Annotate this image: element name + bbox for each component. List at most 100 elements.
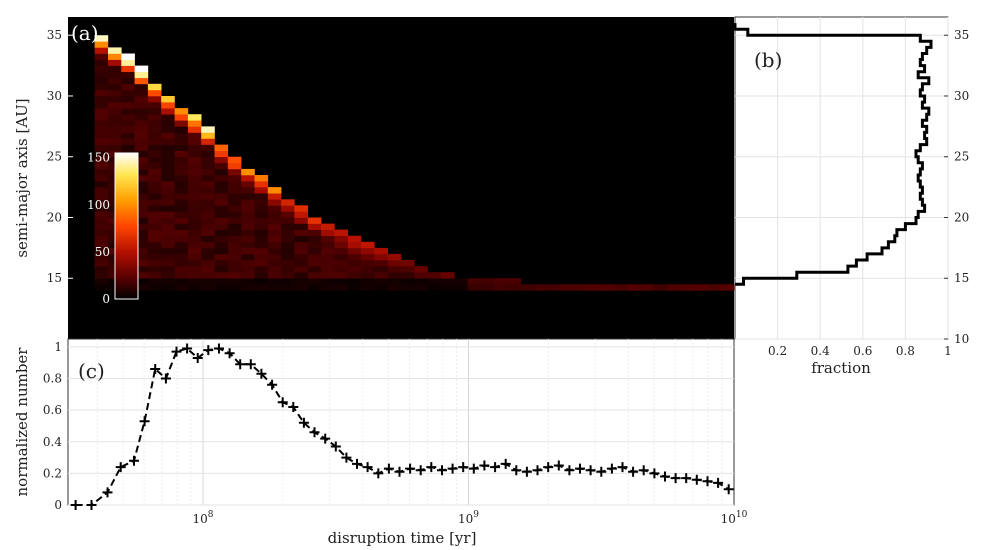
heatmap-cell: [494, 284, 508, 291]
heatmap-cell: [201, 181, 215, 188]
heatmap-y-tick-label: 25: [47, 150, 62, 164]
heatmap-cell: [147, 205, 162, 212]
heatmap-cell: [94, 120, 109, 127]
colorbar-ticks: 0 50 100 150: [87, 151, 110, 306]
panel-c-label: (c): [78, 359, 105, 383]
heatmap-cell: [147, 272, 162, 279]
data-marker: [479, 460, 490, 471]
data-marker: [702, 476, 713, 487]
data-marker: [681, 473, 692, 484]
heatmap-cell: [281, 205, 295, 212]
data-marker: [670, 473, 681, 484]
heatmap-cell: [281, 217, 295, 224]
heatmap-cell: [547, 284, 562, 291]
heatmap-cell: [94, 41, 109, 48]
normalized-x-tick-label: 1010: [721, 510, 748, 526]
heatmap-cell: [227, 217, 242, 224]
heatmap-cell: [241, 187, 255, 194]
heatmap-cell: [254, 211, 269, 218]
heatmap-cell: [281, 199, 295, 206]
heatmap-cell: [627, 284, 641, 291]
heatmap-cell: [94, 132, 109, 139]
heatmap-cell: [281, 247, 295, 255]
heatmap-cell: [227, 253, 242, 261]
heatmap-cell: [174, 253, 189, 261]
heatmap-cell: [334, 272, 348, 279]
heatmap-cell: [321, 284, 335, 291]
heatmap-cell: [147, 211, 162, 218]
heatmap-cell: [241, 175, 255, 182]
heatmap-cell: [147, 138, 162, 145]
normalized-x-tick-label: 108: [193, 510, 214, 526]
heatmap-cell: [187, 138, 202, 145]
data-marker: [511, 465, 522, 476]
heatmap-cell: [214, 181, 229, 188]
fraction-x-tick-label: 0.4: [811, 344, 830, 358]
heatmap-cell: [187, 217, 202, 224]
heatmap-cell: [161, 260, 175, 267]
heatmap-cell: [214, 168, 229, 176]
heatmap-cell: [214, 272, 229, 279]
heatmap-cell: [147, 108, 162, 115]
heatmap-cell: [294, 229, 308, 236]
data-marker: [543, 462, 554, 473]
data-marker: [235, 359, 246, 370]
heatmap-cell: [281, 278, 295, 285]
heatmap-cell: [187, 247, 202, 255]
heatmap-cell: [134, 205, 149, 212]
heatmap-cell: [174, 181, 189, 188]
heatmap-cell: [334, 235, 348, 243]
heatmap-cell: [281, 229, 295, 236]
heatmap-cell: [201, 266, 215, 273]
heatmap-cell: [161, 187, 175, 194]
heatmap-cell: [161, 278, 175, 285]
normalized-xlabel: disruption time [yr]: [328, 529, 477, 547]
heatmap-cell: [401, 266, 415, 273]
heatmap-cell: [161, 199, 175, 206]
heatmap-cell: [214, 205, 229, 212]
heatmap-cell: [161, 102, 175, 109]
heatmap-cell: [94, 168, 109, 176]
heatmap-cell: [187, 235, 202, 243]
heatmap-cell: [174, 229, 189, 236]
fraction-y-tick-label: 15: [954, 271, 969, 285]
heatmap-cell: [108, 77, 122, 85]
heatmap-cell: [227, 266, 242, 273]
heatmap-cell: [334, 253, 348, 261]
heatmap-cell: [161, 150, 175, 158]
heatmap-cell: [134, 71, 149, 79]
heatmap-cell: [187, 132, 202, 139]
heatmap-cell: [347, 241, 362, 249]
heatmap-cell: [241, 272, 255, 279]
normalized-y-tick-label: 1: [54, 340, 62, 354]
heatmap-cell: [214, 156, 229, 164]
heatmap-cell: [281, 235, 295, 243]
heatmap-cell: [187, 205, 202, 212]
heatmap-cell: [254, 247, 269, 255]
heatmap-cell: [307, 235, 322, 243]
data-marker: [617, 462, 628, 473]
heatmap-cell: [347, 235, 362, 243]
heatmap-cell: [480, 284, 495, 291]
heatmap-cell: [267, 272, 282, 279]
heatmap-cell: [147, 260, 162, 267]
heatmap-cell: [347, 284, 362, 291]
data-marker: [628, 466, 639, 477]
heatmap-cell: [401, 278, 415, 285]
heatmap-cell: [321, 266, 335, 273]
data-marker: [267, 379, 278, 390]
heatmap-cell: [161, 96, 175, 103]
heatmap-cell: [201, 168, 215, 176]
heatmap-cell: [108, 65, 122, 72]
heatmap-cell: [134, 253, 149, 261]
heatmap-cell: [214, 150, 229, 158]
heatmap-cell: [134, 114, 149, 121]
heatmap-cell: [161, 217, 175, 224]
heatmap-cell: [121, 120, 135, 127]
heatmap-cell: [94, 284, 109, 291]
heatmap-cell: [174, 278, 189, 285]
colorbar-tick-label: 50: [95, 245, 110, 259]
heatmap-cell: [454, 284, 468, 291]
heatmap-cell: [281, 272, 295, 279]
heatmap-cell: [307, 253, 322, 261]
